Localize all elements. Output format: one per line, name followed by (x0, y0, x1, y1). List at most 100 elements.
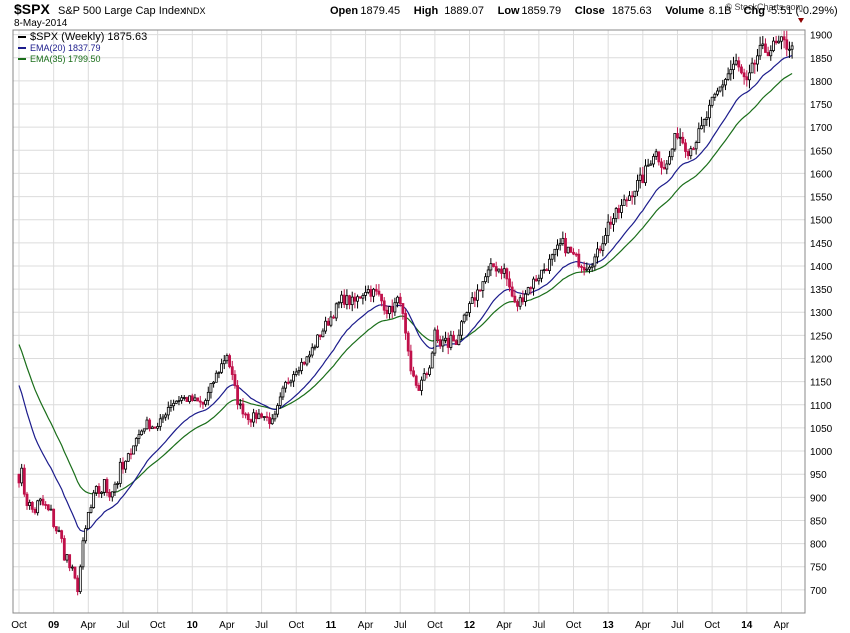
candle-body (724, 79, 727, 86)
ema20-line (18, 54, 793, 532)
candle-body (718, 86, 722, 92)
candle-body (561, 237, 565, 244)
candle-body (36, 500, 40, 514)
candle-body (548, 258, 551, 271)
candle-body (593, 256, 597, 267)
x-tick-label: 12 (464, 620, 476, 631)
quote-label: Open (330, 5, 358, 17)
quote-label: High (414, 5, 439, 17)
candle-body (468, 303, 471, 313)
candle-body (585, 268, 589, 271)
candle-body (713, 93, 717, 98)
candle-body (500, 268, 503, 274)
candle-body (342, 294, 346, 305)
candle-body (353, 296, 357, 302)
candle-body (313, 346, 317, 349)
candle-body (44, 504, 48, 506)
candle-body (161, 416, 165, 420)
candle-body (265, 416, 269, 418)
candle-body (633, 190, 637, 197)
candle-body (236, 385, 240, 405)
candle-body (393, 302, 397, 313)
candle-body (22, 467, 26, 495)
quote-value: 1879.45 (360, 5, 400, 17)
candle-body (25, 493, 29, 507)
candle-body (289, 380, 293, 384)
candle-body (62, 538, 66, 561)
y-tick-label: 1600 (810, 169, 833, 180)
candle-body (209, 383, 213, 393)
candle-body (305, 356, 309, 365)
candle-body (374, 288, 378, 292)
candle-body (316, 334, 319, 348)
x-tick-label: Oct (288, 620, 304, 631)
candle-body (180, 397, 184, 401)
candle-body (510, 286, 514, 297)
y-tick-label: 900 (810, 493, 827, 504)
candle-body (577, 253, 581, 267)
candle-body (337, 302, 341, 305)
x-tick-label: Jul (255, 620, 268, 631)
candle-body (268, 417, 271, 425)
candle-body (676, 133, 679, 139)
candle-body (281, 387, 285, 398)
candle-body (660, 161, 663, 168)
quote-label: Chg (744, 5, 765, 17)
candle-body (60, 530, 64, 539)
candle-body (774, 40, 778, 44)
candle-body (526, 287, 530, 295)
candle-body (638, 174, 642, 181)
candle-body (140, 430, 144, 436)
candle-body (689, 148, 693, 157)
candle-body (100, 491, 104, 494)
candle-body (657, 151, 661, 163)
candle-body (164, 414, 168, 418)
candle-body (49, 508, 53, 511)
candle-body (273, 413, 277, 420)
candle-body (497, 268, 501, 272)
candle-body (292, 374, 295, 382)
candle-body (761, 43, 765, 46)
y-tick-label: 1900 (810, 31, 833, 42)
candle-body (636, 180, 639, 192)
candle-body (300, 361, 303, 371)
candle-body (684, 142, 687, 152)
candle-body (254, 412, 258, 420)
candle-body (390, 306, 394, 313)
candle-body (745, 76, 749, 81)
candle-body (414, 375, 418, 386)
y-tick-label: 1750 (810, 100, 833, 111)
candle-body (97, 485, 101, 494)
candle-body (108, 491, 112, 498)
y-tick-label: 850 (810, 516, 827, 527)
candle-body (46, 504, 50, 511)
candle-body (276, 405, 279, 415)
candle-body (604, 235, 607, 245)
y-tick-label: 1500 (810, 216, 833, 227)
candle-body (361, 295, 365, 299)
candle-body (668, 156, 671, 165)
candle-body (137, 434, 141, 439)
candle-body (630, 195, 634, 198)
candle-body (78, 566, 82, 593)
y-tick-label: 1200 (810, 355, 833, 366)
candle-body (262, 416, 266, 418)
y-tick-label: 950 (810, 470, 827, 481)
candle-body (134, 438, 138, 447)
candle-body (537, 277, 541, 282)
x-tick-label: Apr (774, 620, 790, 631)
candle-body (294, 371, 298, 375)
candle-body (734, 60, 738, 65)
chg-down-arrow-icon (798, 18, 804, 23)
x-tick-label: Oct (704, 620, 720, 631)
candle-body (366, 289, 370, 293)
candle-body (396, 296, 399, 304)
candle-body (777, 40, 781, 44)
candle-body (17, 473, 21, 484)
candle-body (726, 73, 730, 80)
candle-body (212, 381, 216, 384)
candle-body (572, 251, 575, 255)
candle-body (785, 39, 789, 50)
candle-body (732, 63, 735, 70)
